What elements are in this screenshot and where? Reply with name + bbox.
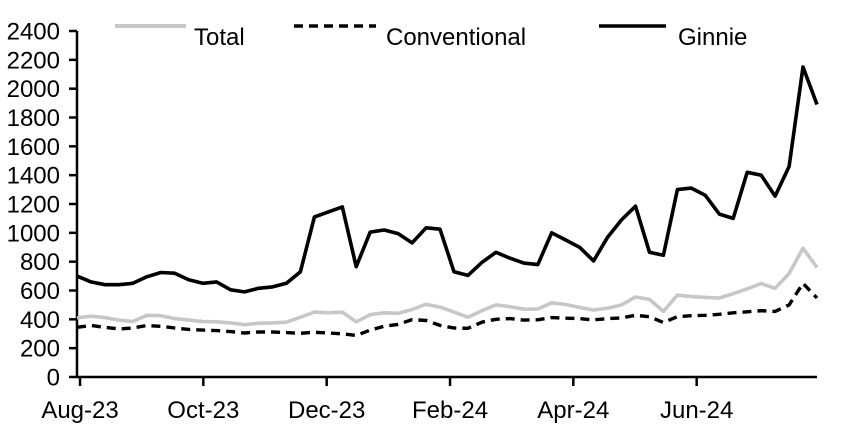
x-axis-label: Aug-23 [41, 397, 118, 424]
legend-label-ginnie: Ginnie [678, 24, 748, 51]
y-axis-label: 400 [20, 307, 60, 334]
y-axis-label: 2400 [7, 19, 60, 46]
conventional-line-sample-icon [294, 24, 376, 28]
y-axis-label: 1600 [7, 134, 60, 161]
y-axis-label: 1800 [7, 105, 60, 132]
x-axis-label: Oct-23 [167, 397, 239, 424]
x-axis-label: Jun-24 [660, 397, 733, 424]
legend-label-total-wrap: Total [194, 22, 245, 54]
series-line-ginnie [76, 65, 819, 294]
series-line-total [76, 246, 819, 327]
y-axis-label: 2000 [7, 76, 60, 103]
x-axis-label: Dec-23 [288, 397, 365, 424]
x-axis-label: Feb-24 [412, 397, 488, 424]
legend-label-conventional-wrap: Conventional [386, 22, 526, 54]
y-axis-label: 2200 [7, 47, 60, 74]
total-line-sample-icon [115, 24, 186, 28]
y-axis-label: 1000 [7, 220, 60, 247]
ginnie-line-sample-icon [599, 24, 666, 28]
y-axis-label: 800 [20, 249, 60, 276]
legend-label-total: Total [194, 24, 245, 51]
y-axis-label: 1200 [7, 192, 60, 219]
legend-label-conventional: Conventional [386, 24, 527, 51]
legend-label-ginnie-wrap: Ginnie [678, 22, 747, 54]
y-axis-label: 1400 [7, 163, 60, 190]
y-axis-label: 600 [20, 278, 60, 305]
y-axis-label: 0 [47, 365, 60, 392]
y-axis-label: 200 [20, 336, 60, 363]
series-line-conventional [76, 281, 819, 338]
x-axis-label: Apr-24 [537, 397, 609, 424]
